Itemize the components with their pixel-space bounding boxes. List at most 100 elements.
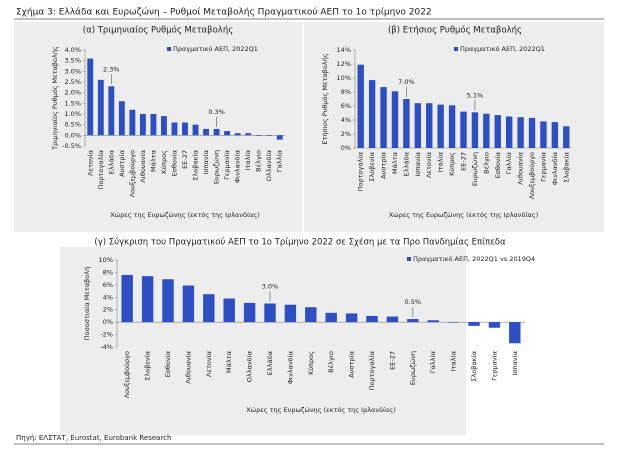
- bar: [266, 135, 273, 136]
- bar: [325, 312, 337, 323]
- bar: [162, 279, 174, 323]
- y-tick-label: 0%: [341, 144, 351, 152]
- x-tick-label: Κύπρος: [448, 152, 456, 176]
- y-tick-label: 12%: [337, 60, 351, 68]
- legend-swatch: [407, 257, 411, 261]
- y-tick-label: 2%: [103, 306, 113, 314]
- x-tick-label: Ευρωζώνη: [213, 150, 221, 184]
- bar: [234, 133, 241, 136]
- x-tick-label: Λιθουανία: [184, 351, 192, 384]
- bar: [182, 285, 195, 323]
- x-tick-label: Σλοβακία: [562, 152, 570, 183]
- y-tick-label: 6%: [103, 281, 113, 289]
- bar: [427, 320, 439, 323]
- x-tick-label: Γερμανία: [490, 351, 498, 381]
- bar: [414, 103, 422, 148]
- bar: [182, 122, 188, 136]
- x-tick-label: Λετονία: [425, 152, 433, 178]
- x-tick-label: Λουξεμβούργο: [123, 351, 131, 398]
- chart-title: (β) Ετήσιος Ρυθμός Μεταβολής: [388, 25, 522, 36]
- bar: [213, 128, 220, 136]
- bar: [494, 115, 501, 148]
- bar: [141, 276, 154, 323]
- y-tick-label: 0.5%: [64, 121, 81, 129]
- bar: [118, 101, 125, 136]
- bar: [540, 121, 547, 148]
- x-tick-label: ΕΕ-27: [460, 152, 468, 171]
- bar: [471, 112, 479, 148]
- data-label: 0.5%: [405, 298, 422, 306]
- bar: [563, 126, 570, 148]
- legend-swatch: [454, 47, 458, 51]
- bar: [243, 302, 256, 323]
- bar: [264, 303, 276, 323]
- y-tick-label: 0.0%: [64, 131, 81, 139]
- x-tick-label: Ιταλία: [244, 150, 252, 170]
- y-tick-label: 0%: [103, 318, 113, 326]
- bar: [403, 99, 410, 148]
- x-tick-label: ΕΕ-27: [388, 351, 396, 370]
- bar: [87, 58, 94, 136]
- bar: [97, 79, 104, 136]
- x-tick-label: Ιταλία: [437, 152, 445, 172]
- source: Πηγή: ΕΛΣΤΑΤ, Eurostat, Eurobank Researc…: [16, 434, 171, 442]
- bar: [437, 104, 444, 148]
- x-tick-label: Κύπρος: [307, 351, 315, 375]
- x-tick-label: Πορτογαλία: [368, 351, 376, 390]
- x-tick-label: Γαλλία: [505, 152, 513, 174]
- x-tick-label: Ελλάδα: [107, 150, 115, 174]
- bar: [447, 322, 460, 323]
- chart-title: (γ) Σύγκριση του Πραγματικού ΑΕΠ το 1ο Τ…: [94, 237, 506, 248]
- y-tick-label: 4%: [341, 116, 351, 124]
- x-tick-label: Γερμανία: [539, 152, 547, 182]
- bar: [366, 315, 378, 323]
- x-tick-label: Ολλανδία: [265, 150, 273, 181]
- data-label: 5.1%: [467, 91, 484, 99]
- x-tick-label: Αυστρία: [348, 351, 356, 378]
- x-tick-label: Αυστρία: [380, 152, 388, 179]
- x-tick-label: Ελλάδα: [266, 351, 274, 375]
- bar: [223, 298, 235, 323]
- legend-label: Πραγματικό ΑΕΠ, 2022Q1: [173, 45, 258, 53]
- y-tick-label: 2%: [341, 130, 351, 138]
- data-label: 2.3%: [103, 65, 120, 73]
- bar: [345, 313, 358, 323]
- y-tick-label: 2.5%: [64, 78, 81, 86]
- x-tick-label: Λουξεμβούργο: [528, 152, 536, 199]
- bar: [517, 117, 524, 148]
- bar: [426, 103, 433, 148]
- bar: [460, 111, 467, 148]
- x-tick-label: Φινλανδία: [551, 152, 559, 185]
- bar: [284, 304, 297, 323]
- x-axis-label: Χώρες της Ευρωζώνης (εκτός της Ιρλανδίας…: [246, 406, 396, 414]
- bar: [368, 80, 376, 148]
- x-tick-label: Εσθονία: [170, 150, 178, 176]
- x-tick-label: Λετονία: [205, 351, 213, 377]
- bar: [108, 86, 115, 136]
- x-tick-label: Βέλγιο: [327, 351, 335, 373]
- y-tick-label: 2.0%: [64, 89, 81, 97]
- chart-title: (α) Τριμηνιαίος Ρυθμός Μεταβολής: [83, 25, 233, 36]
- bar: [255, 135, 262, 136]
- bar: [129, 109, 136, 136]
- bar: [161, 116, 167, 136]
- x-tick-label: Φινλανδία: [286, 351, 294, 384]
- data-label: 7.0%: [398, 78, 415, 86]
- data-label: 0.3%: [208, 108, 225, 116]
- figure-title: Σχήμα 3: Ελλάδα και Ευρωζώνη – Ρυθμοί Με…: [16, 7, 432, 18]
- x-tick-label: Λουξεμβούργο: [128, 150, 136, 197]
- y-tick-label: -2%: [100, 331, 113, 339]
- bar: [483, 113, 490, 148]
- y-tick-label: 3.5%: [64, 57, 81, 65]
- y-tick-label: 1.0%: [64, 110, 81, 118]
- y-tick-label: 1.5%: [64, 99, 81, 107]
- bar: [192, 124, 199, 136]
- bar: [448, 105, 456, 148]
- y-tick-label: 14%: [337, 46, 351, 54]
- y-tick-label: -4%: [100, 343, 113, 351]
- bar: [121, 274, 133, 323]
- bar: [407, 319, 419, 323]
- bar: [488, 322, 501, 328]
- bar: [305, 307, 317, 323]
- x-tick-label: Ευρωζώνη: [471, 152, 479, 186]
